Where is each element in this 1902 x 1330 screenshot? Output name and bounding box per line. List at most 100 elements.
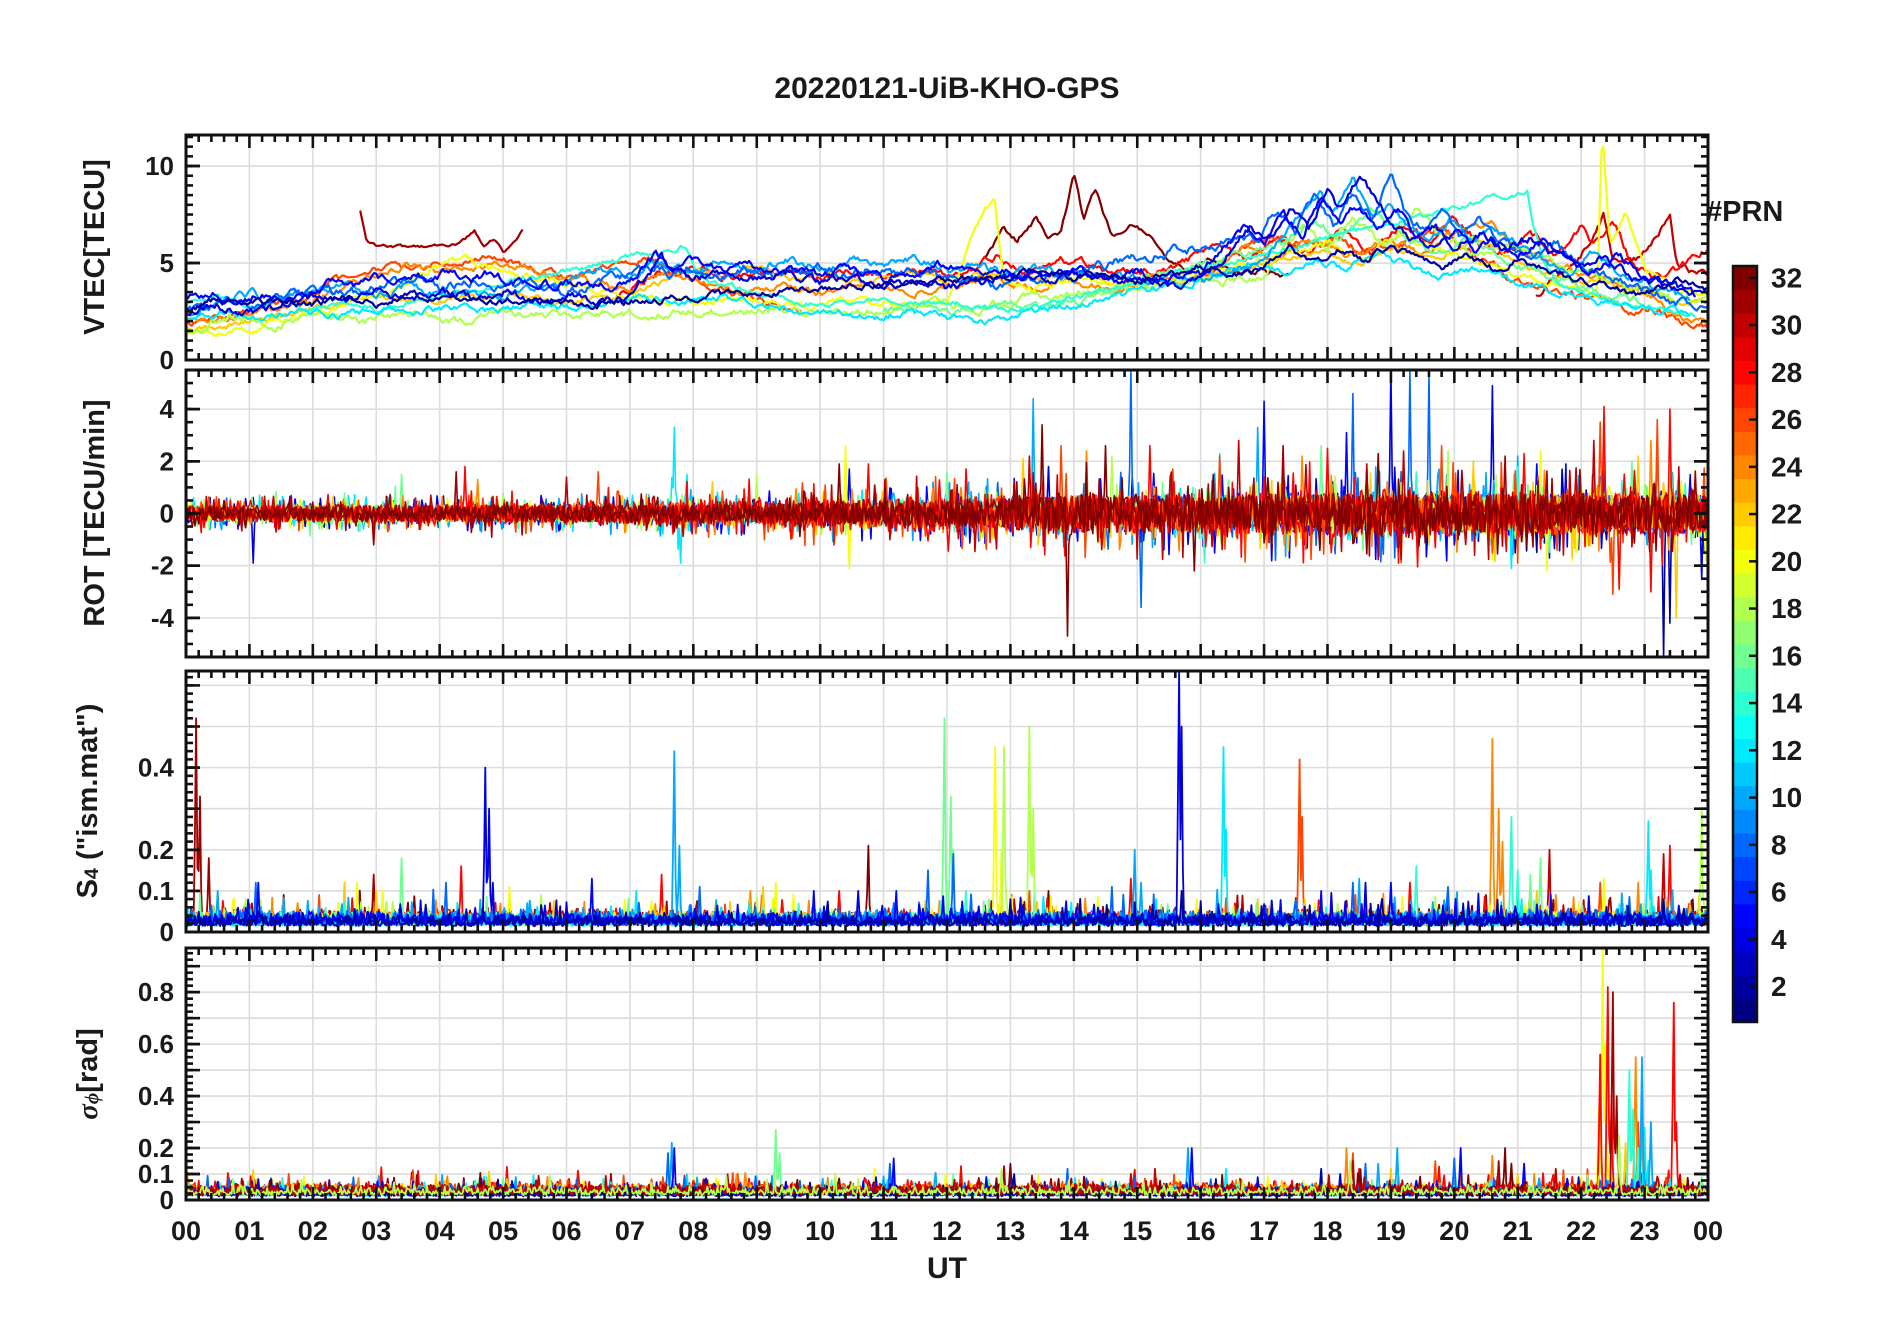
chart-title: 20220121-UiB-KHO-GPS: [774, 72, 1120, 105]
colorbar-segment: [1733, 856, 1757, 881]
series-prn-31: [359, 210, 524, 253]
x-tick-label: 05: [488, 1216, 518, 1246]
y-tick-label: 4: [160, 394, 175, 424]
y-tick-label: 0.4: [138, 753, 175, 783]
colorbar-tick-label: 32: [1771, 262, 1802, 293]
colorbar-segment: [1733, 762, 1757, 787]
y-tick-label: 0: [160, 345, 174, 375]
x-tick-label: 15: [1122, 1216, 1152, 1246]
x-tick-label: 21: [1503, 1216, 1533, 1246]
ticks: [184, 368, 1710, 659]
ticks: [184, 135, 1710, 362]
colorbar-tick-label: 8: [1771, 829, 1787, 860]
x-tick-label: 07: [615, 1216, 645, 1246]
series-prn-16: [882, 206, 1646, 316]
colorbar-tick-label: 12: [1771, 735, 1802, 766]
colorbar-title: #PRN: [1706, 196, 1784, 228]
colorbar-segment: [1733, 714, 1757, 739]
x-tick-label: 14: [1059, 1216, 1089, 1246]
series-prn-10: [184, 176, 1691, 317]
series-prn-26: [1199, 224, 1708, 330]
y-tick-label: 0.4: [138, 1081, 175, 1111]
y-tick-label: 0.6: [138, 1029, 174, 1059]
grid: [186, 948, 1708, 1200]
colorbar-segment: [1733, 431, 1757, 456]
x-tick-label: 00: [171, 1216, 201, 1246]
x-tick-label: 17: [1249, 1216, 1279, 1246]
sigma-axis-label-rest: [rad]: [71, 1028, 104, 1093]
y-tick-label: 0: [160, 1185, 174, 1215]
colorbar-segment: [1733, 384, 1757, 409]
colorbar-tick-label: 2: [1771, 971, 1787, 1002]
colorbar-segment: [1733, 903, 1757, 928]
panel-vtec: 0 5 10: [145, 133, 1710, 375]
colorbar-tick-label: 4: [1771, 924, 1787, 955]
x-tick-label: 20: [1439, 1216, 1469, 1246]
colorbar-tick-label: 22: [1771, 499, 1802, 530]
y-tick-label: -4: [151, 603, 175, 633]
panel-sigma_phi: 00.10.2 0.4 0.6 0.8: [138, 946, 1710, 1215]
colorbar-segment: [1733, 336, 1757, 361]
series-prn-32: [984, 174, 1291, 278]
y-tick-label: -2: [151, 551, 174, 581]
x-tick-label: 06: [551, 1216, 581, 1246]
colorbar-segment: [1733, 573, 1757, 598]
series-prn-2: [184, 244, 1710, 312]
colorbar-segment: [1733, 525, 1757, 550]
series-prn-12: [184, 249, 1691, 326]
x-axis-title: UT: [927, 1252, 967, 1285]
series-prn-32: [185, 424, 1709, 637]
colorbar-tick-label: 20: [1771, 546, 1802, 577]
x-axis-tick-labels: 00 01 02 03 04 05 06 07 08 09 10 11 12 13 14 15 16 17 18 19…: [171, 1216, 1723, 1246]
y-tick-label: 0.8: [138, 977, 174, 1007]
x-tick-label: 11: [869, 1216, 898, 1246]
colorbar-segment: [1733, 478, 1757, 503]
x-tick-label: 22: [1566, 1216, 1596, 1246]
panel-s4: 0 0.1 0.2 0.4: [138, 669, 1710, 947]
y-tick-label: 5: [160, 248, 174, 278]
series-group: [184, 145, 1710, 338]
colorbar-segment: [1733, 620, 1757, 645]
y-tick-label: 0.1: [138, 876, 174, 906]
colorbar-segment: [1733, 998, 1757, 1023]
sigma-axis-label-sub: ϕ: [80, 1092, 103, 1105]
colorbar-tick-label: 6: [1771, 877, 1787, 908]
x-tick-label: 08: [678, 1216, 708, 1246]
colorbar-tick-label: 30: [1771, 310, 1802, 341]
colorbar-tick-label: 24: [1771, 451, 1803, 482]
x-tick-label: 09: [742, 1216, 772, 1246]
colorbar-segment: [1733, 667, 1757, 692]
colorbar-tick-label: 26: [1771, 404, 1802, 435]
x-tick-label: 03: [361, 1216, 391, 1246]
y-tick-label: 0.2: [138, 1133, 174, 1163]
series-prn-4: [184, 175, 1710, 317]
x-tick-label: 04: [425, 1216, 455, 1246]
x-tick-label: 19: [1376, 1216, 1406, 1246]
colorbar-tick-label: 28: [1771, 357, 1802, 388]
colorbar-segment: [1733, 809, 1757, 834]
series-group: [185, 369, 1709, 658]
colorbar-segment: [1733, 289, 1757, 314]
x-tick-label: 12: [932, 1216, 962, 1246]
sigma-axis-label-main: σ: [71, 1104, 104, 1120]
x-tick-label: 10: [805, 1216, 835, 1246]
series-prn-18: [184, 207, 1710, 335]
x-tick-label: 01: [234, 1216, 264, 1246]
colorbar-tick-label: 18: [1771, 593, 1802, 624]
panel-rot: -4 -2 0 2 4: [151, 368, 1710, 659]
y-tick-label: 0.1: [138, 1159, 174, 1189]
y-tick-label: 0.2: [138, 835, 174, 865]
x-tick-label: 00: [1693, 1216, 1723, 1246]
sigma-phi-axis-label: σ ϕ [rad]: [67, 844, 109, 1304]
y-tick-label: 2: [160, 446, 174, 476]
colorbar-tick-label: 10: [1771, 782, 1802, 813]
x-tick-label: 23: [1630, 1216, 1660, 1246]
x-tick-label: 18: [1312, 1216, 1342, 1246]
y-tick-label: 0: [160, 499, 174, 529]
colorbar-segment: [1733, 951, 1757, 976]
ticks: [184, 948, 1710, 1202]
colorbar-tick-label: 14: [1771, 688, 1803, 719]
